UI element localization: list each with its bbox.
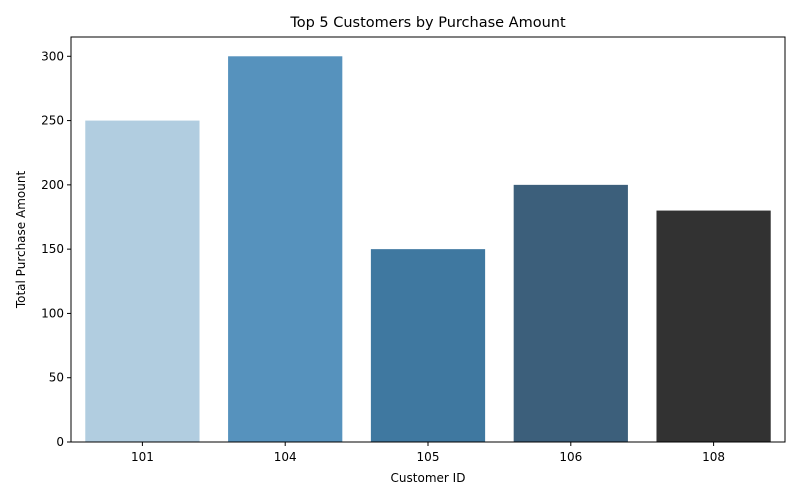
bar-101 xyxy=(85,120,200,443)
x-tick-label: 104 xyxy=(274,450,297,464)
x-tick-label: 106 xyxy=(559,450,582,464)
y-axis-title: Total Purchase Amount xyxy=(14,171,28,310)
y-tick-label: 100 xyxy=(41,306,64,320)
x-tick-label: 105 xyxy=(417,450,440,464)
y-tick-label: 50 xyxy=(49,371,64,385)
y-tick-label: 300 xyxy=(41,49,64,63)
bar-108 xyxy=(656,210,771,442)
chart-title: Top 5 Customers by Purchase Amount xyxy=(289,15,566,31)
x-tick-label: 101 xyxy=(131,450,154,464)
bar-104 xyxy=(228,56,343,443)
y-tick-label: 150 xyxy=(41,242,64,256)
x-tick-label: 108 xyxy=(702,450,725,464)
y-tick-label: 250 xyxy=(41,114,64,128)
bar-106 xyxy=(513,184,628,442)
y-tick-label: 0 xyxy=(56,435,64,449)
bars-group xyxy=(85,56,771,443)
plot-frame xyxy=(70,36,786,443)
x-axis-ticks: 101 104 105 106 108 xyxy=(131,442,725,464)
bar-105 xyxy=(370,249,486,442)
y-axis-ticks: 0 50 100 150 200 250 300 xyxy=(41,49,71,449)
x-axis-title: Customer ID xyxy=(391,471,466,485)
y-tick-label: 200 xyxy=(41,178,64,192)
